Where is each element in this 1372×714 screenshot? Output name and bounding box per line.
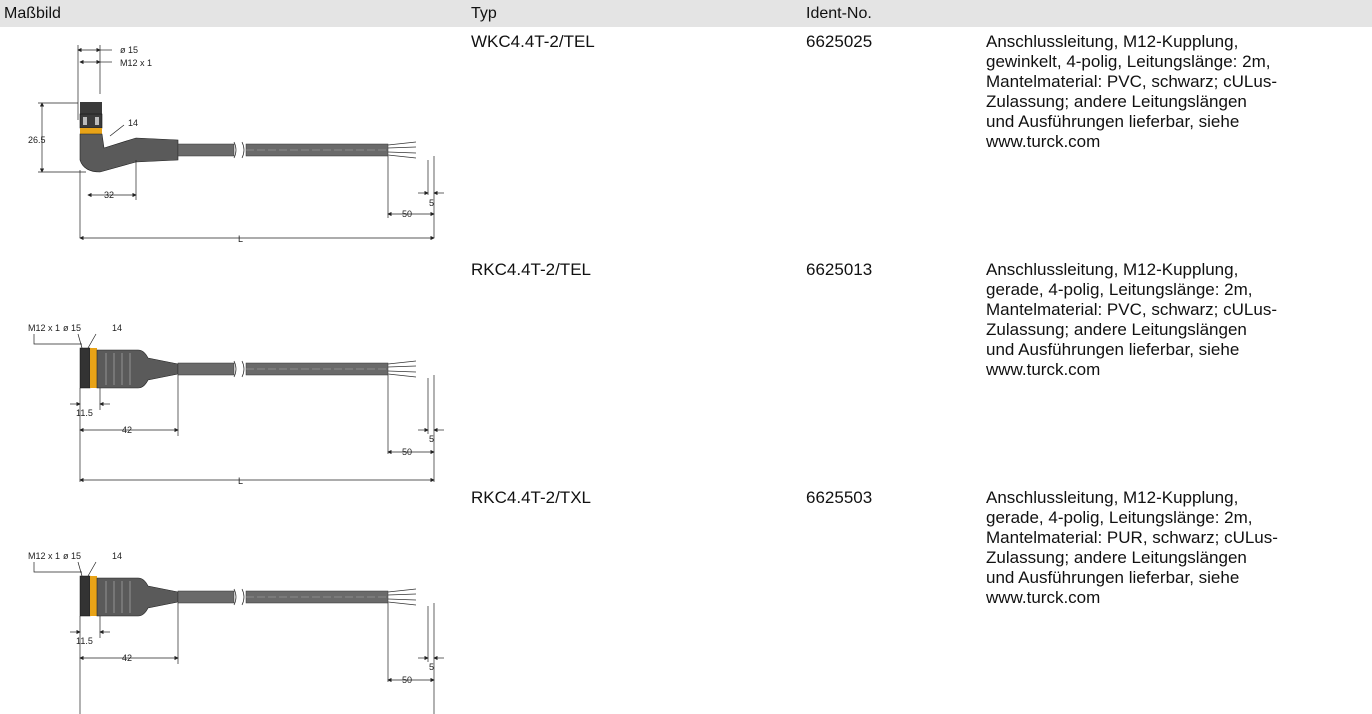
dimension-drawing-straight-txl: M12 x 1 ø 15 14 11.5 42 5 <box>28 551 444 714</box>
dim-nut-len: 11.5 <box>76 408 93 418</box>
dim-strip-len: 50 <box>402 209 412 219</box>
table-row: ø 15 M12 x 1 14 26.5 32 5 50 <box>0 30 1372 258</box>
table-header: Maßbild Typ Ident-No. <box>0 0 1372 27</box>
product-description: Anschlussleitung, M12-Kupplung, gerade, 4… <box>986 260 1277 379</box>
dim-wrench: 14 <box>128 118 138 128</box>
table-row: M12 x 1 ø 15 14 1 <box>0 258 1372 486</box>
header-ident: Ident-No. <box>806 5 872 22</box>
dim-thread: M12 x 1 <box>28 551 60 561</box>
dim-dia: ø 15 <box>63 323 81 333</box>
header-type: Typ <box>471 5 497 22</box>
dim-dia: ø 15 <box>120 45 138 55</box>
dimension-drawing-straight-tel: M12 x 1 ø 15 14 1 <box>28 323 444 486</box>
dimension-drawing-angled: ø 15 M12 x 1 14 26.5 32 5 50 <box>28 45 444 244</box>
table-row: M12 x 1 ø 15 14 11.5 42 5 <box>0 486 1372 714</box>
product-type: WKC4.4T-2/TEL <box>471 32 595 51</box>
product-ident: 6625025 <box>806 32 873 51</box>
product-description: Anschlussleitung, M12-Kupplung, gewinkelt… <box>986 32 1277 151</box>
dim-thread: M12 x 1 <box>28 323 60 333</box>
dim-wrench: 14 <box>112 551 122 561</box>
dim-strip: 5 <box>429 198 434 208</box>
dim-strip: 5 <box>429 434 434 444</box>
product-ident: 6625503 <box>806 488 873 507</box>
product-ident: 6625013 <box>806 260 873 279</box>
header-drawing: Maßbild <box>4 5 61 22</box>
dim-total: L <box>238 234 243 244</box>
dim-strip: 5 <box>429 662 434 672</box>
dim-nut-len: 11.5 <box>76 636 93 646</box>
dim-thread: M12 x 1 <box>120 58 152 68</box>
dim-dia: ø 15 <box>63 551 81 561</box>
product-type: RKC4.4T-2/TXL <box>471 488 591 507</box>
dim-body-len: 42 <box>122 653 132 663</box>
dim-wrench: 14 <box>112 323 122 333</box>
dim-strip-len: 50 <box>402 447 412 457</box>
dim-height: 26.5 <box>28 135 46 145</box>
product-description: Anschlussleitung, M12-Kupplung, gerade, 4… <box>986 488 1278 607</box>
product-type: RKC4.4T-2/TEL <box>471 260 591 279</box>
dim-body-len: 42 <box>122 425 132 435</box>
dim-strip-len: 50 <box>402 675 412 685</box>
dim-body-len: 32 <box>104 190 114 200</box>
dim-total: L <box>238 476 243 486</box>
